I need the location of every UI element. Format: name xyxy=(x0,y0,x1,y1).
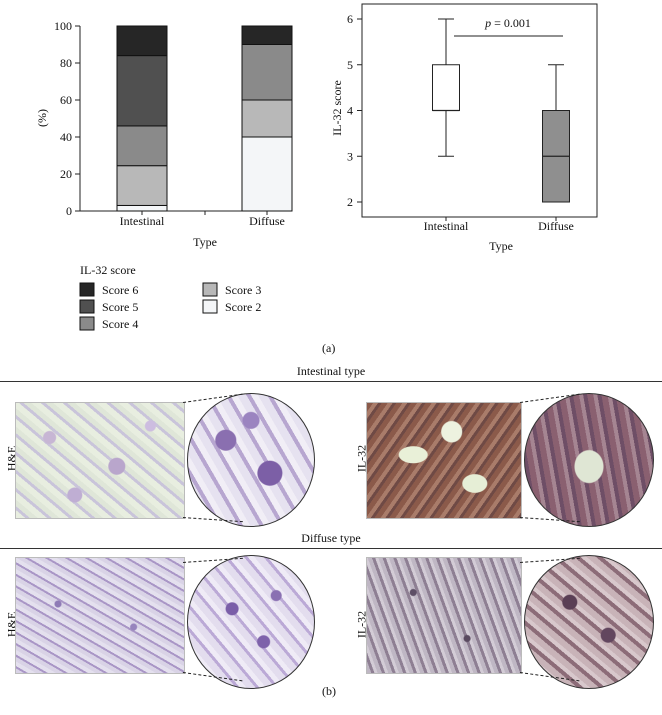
legend-swatch xyxy=(79,316,95,331)
x-axis-title: Type xyxy=(193,235,217,249)
bar-segment xyxy=(116,165,168,206)
y-tick-label: 40 xyxy=(60,130,72,144)
box xyxy=(432,64,460,111)
chart-area: 0 20 40 60 80 100 Intestinal Diffuse Type (%) 2 3 4… xyxy=(35,3,598,331)
bar-segment xyxy=(241,136,293,212)
x-tick-label: Diffuse xyxy=(538,219,574,233)
legend-label: Score 4 xyxy=(102,317,138,331)
y-tick-label: 2 xyxy=(347,195,353,209)
p-value-p: p xyxy=(484,16,491,30)
p-value-rest: = 0.001 xyxy=(491,16,531,30)
he-diffuse-zoom xyxy=(187,555,315,689)
legend-label: Score 3 xyxy=(225,283,261,297)
x-tick-label: Intestinal xyxy=(424,219,469,233)
legend-title: IL-32 score xyxy=(80,263,136,277)
bar-segment xyxy=(116,125,168,167)
y-tick-label: 20 xyxy=(60,167,72,181)
bar-segment xyxy=(116,25,168,57)
y-tick-label: 3 xyxy=(347,149,353,163)
chart-legend: IL-32 score Score 6 Score 5 Score 4 Score 3 S… xyxy=(79,263,261,331)
y-tick-label: 0 xyxy=(66,204,72,218)
bar-segment xyxy=(241,25,293,45)
he-diffuse-micrograph xyxy=(15,557,185,674)
stacked-bar-chart: 0 20 40 60 80 100 Intestinal Diffuse Type (%) xyxy=(35,19,293,249)
intestinal-type-title: Intestinal type xyxy=(296,364,366,378)
y-tick-label: 80 xyxy=(60,56,72,70)
y-tick-label: 100 xyxy=(54,19,72,33)
legend-swatch xyxy=(202,299,218,314)
box-plot-chart: 2 3 4 5 6 Intestinal Diffuse Type IL-32 score p =… xyxy=(330,3,598,253)
y-tick-label: 4 xyxy=(347,104,353,118)
il32-intestinal-zoom xyxy=(524,393,654,527)
y-axis-title: (%) xyxy=(35,109,49,127)
he-intestinal-micrograph xyxy=(15,402,185,519)
legend-swatch xyxy=(202,282,218,297)
y-axis-title: IL-32 score xyxy=(330,80,344,136)
bar-segment xyxy=(116,55,168,127)
x-axis-title: Type xyxy=(489,239,513,253)
p-value-annotation: p = 0.001 xyxy=(484,16,531,30)
legend-label: Score 5 xyxy=(102,300,138,314)
y-tick-label: 6 xyxy=(347,12,353,26)
y-tick-label: 60 xyxy=(60,93,72,107)
bar-segment xyxy=(241,99,293,138)
x-tick-label: Diffuse xyxy=(249,214,285,228)
panel-a-label: (a) xyxy=(322,341,336,355)
he-intestinal-zoom xyxy=(187,393,315,527)
bar-segment xyxy=(241,44,293,101)
x-tick-label: Intestinal xyxy=(120,214,165,228)
il32-intestinal-micrograph xyxy=(366,402,522,519)
il32-diffuse-micrograph xyxy=(366,557,522,674)
intestinal-rule xyxy=(0,381,662,382)
diffuse-rule xyxy=(0,548,662,549)
legend-swatch xyxy=(79,282,95,297)
legend-label: Score 6 xyxy=(102,283,138,297)
diffuse-type-title: Diffuse type xyxy=(301,531,361,545)
y-tick-label: 5 xyxy=(347,58,353,72)
legend-swatch xyxy=(79,299,95,314)
il32-diffuse-zoom xyxy=(524,555,654,689)
legend-label: Score 2 xyxy=(225,300,261,314)
bar-segment xyxy=(116,204,168,212)
panel-b-label: (b) xyxy=(322,684,336,698)
